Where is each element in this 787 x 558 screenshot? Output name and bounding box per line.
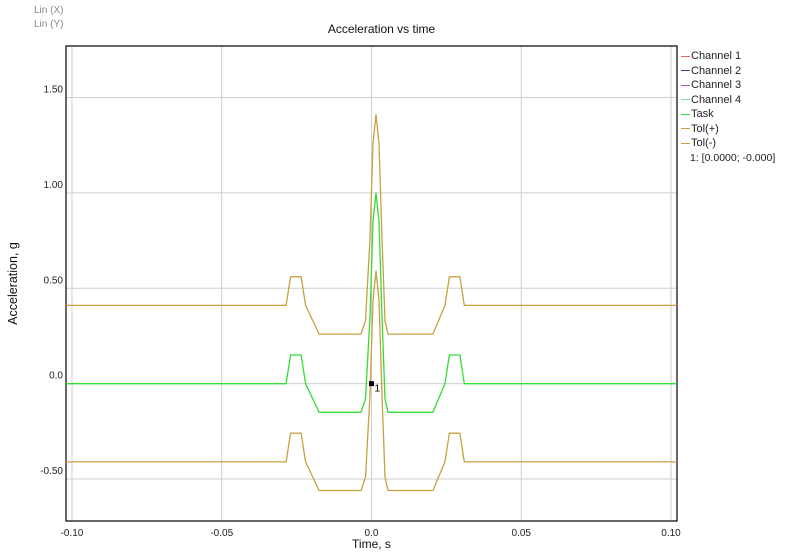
- cursor-readout: 1: [0.0000; -0.000]: [690, 152, 776, 164]
- legend-item: Channel 3: [681, 78, 741, 93]
- legend-swatch: [681, 70, 690, 72]
- legend-swatch: [681, 113, 690, 115]
- x-tick-label: 0.0: [365, 528, 379, 539]
- series-line-task: [66, 192, 677, 413]
- legend-item: Task: [681, 107, 741, 122]
- cursor-marker: [369, 381, 374, 387]
- chart-title: Acceleration vs time: [328, 22, 436, 36]
- legend-swatch: [681, 142, 690, 144]
- legend-label: Channel 1: [691, 50, 742, 62]
- legend-label: Task: [691, 108, 714, 120]
- x-tick-label: -0.10: [61, 528, 84, 539]
- x-scale-label: Lin (X): [34, 5, 64, 16]
- legend-swatch: [681, 128, 690, 130]
- series-line-tol: [66, 114, 677, 335]
- chart-legend: Channel 1 Channel 2 Channel 3 Channel 4 Task…: [681, 49, 741, 151]
- x-axis-label: Time, s: [352, 537, 391, 551]
- cursor-label: 1: [375, 384, 381, 395]
- y-axis-label: Acceleration, g: [6, 242, 20, 325]
- legend-label: Channel 3: [691, 79, 742, 91]
- legend-swatch: [681, 55, 690, 57]
- x-tick-label: 0.10: [661, 528, 681, 539]
- x-tick-label: -0.05: [210, 528, 233, 539]
- legend-label: Tol(+): [691, 122, 719, 135]
- y-tick-label: 0.50: [44, 275, 64, 286]
- x-tick-label: 0.05: [512, 528, 532, 539]
- y-tick-label: 1.50: [44, 85, 64, 96]
- legend-label: Channel 4: [691, 93, 742, 106]
- legend-swatch: [681, 84, 690, 86]
- legend-label: Channel 2: [691, 64, 742, 77]
- series-line-tol: [66, 270, 677, 492]
- plot-frame: [65, 45, 678, 522]
- legend-item: Channel 4: [681, 93, 741, 108]
- legend-item: Channel 1: [681, 49, 741, 64]
- y-scale-label: Lin (Y): [34, 19, 64, 30]
- y-tick-label: -0.50: [40, 466, 63, 477]
- legend-item: Tol(+): [681, 122, 741, 137]
- legend-item: Channel 2: [681, 64, 741, 79]
- y-tick-label: 0.0: [49, 371, 63, 382]
- legend-label: Tol(-): [691, 137, 717, 149]
- legend-item: Tol(-): [681, 136, 741, 151]
- legend-swatch: [681, 99, 690, 101]
- y-tick-label: 1.00: [44, 180, 64, 191]
